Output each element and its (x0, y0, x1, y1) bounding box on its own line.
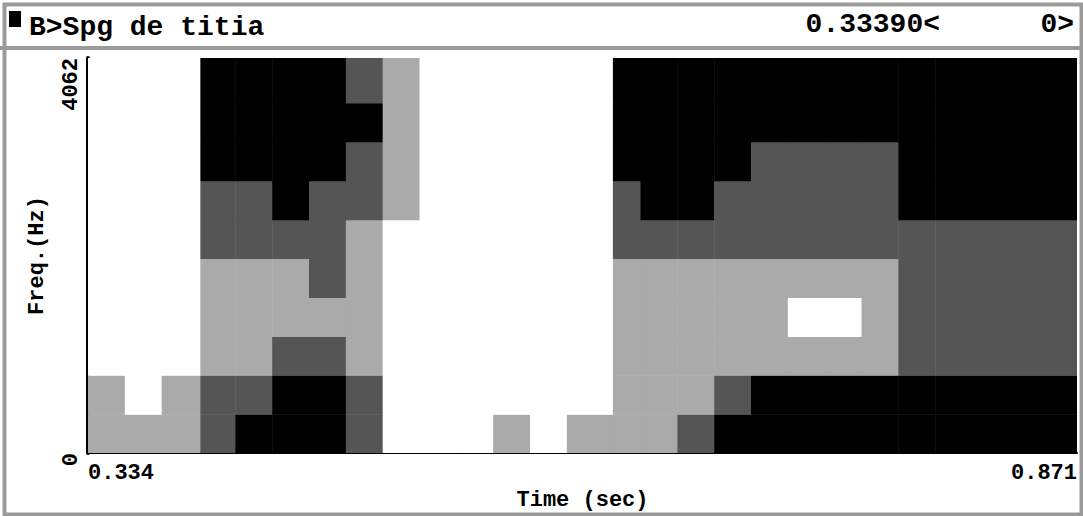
svg-text:B>Spg de titia: B>Spg de titia (29, 12, 264, 43)
svg-text:Freq.(Hz): Freq.(Hz) (25, 196, 50, 315)
svg-text:0.33390<: 0.33390< (806, 9, 940, 40)
svg-text:0>: 0> (1040, 9, 1074, 40)
svg-text:0.334: 0.334 (88, 461, 154, 486)
svg-text:0.871: 0.871 (1011, 461, 1077, 486)
svg-text:0: 0 (59, 453, 84, 466)
svg-text:Time (sec): Time (sec) (516, 488, 648, 513)
svg-text:4062: 4062 (59, 58, 84, 111)
